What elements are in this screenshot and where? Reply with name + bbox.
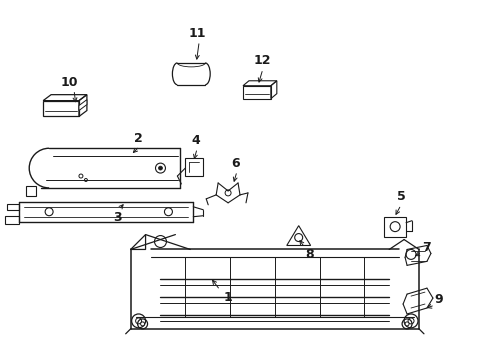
Circle shape — [404, 322, 408, 326]
Circle shape — [135, 318, 142, 324]
Text: 8: 8 — [305, 248, 313, 261]
Polygon shape — [79, 100, 87, 111]
Polygon shape — [130, 235, 145, 249]
Text: 12: 12 — [253, 54, 270, 67]
Circle shape — [158, 166, 162, 170]
Text: 7: 7 — [422, 241, 430, 254]
Text: 1: 1 — [224, 291, 232, 303]
Text: 2: 2 — [134, 132, 142, 145]
Circle shape — [141, 322, 144, 326]
Text: 10: 10 — [60, 76, 78, 89]
Text: 11: 11 — [188, 27, 205, 40]
Text: 4: 4 — [191, 134, 200, 147]
Text: 3: 3 — [113, 211, 122, 224]
Circle shape — [407, 318, 413, 324]
Text: 9: 9 — [434, 293, 442, 306]
Text: 5: 5 — [396, 190, 405, 203]
Text: 6: 6 — [231, 157, 240, 170]
